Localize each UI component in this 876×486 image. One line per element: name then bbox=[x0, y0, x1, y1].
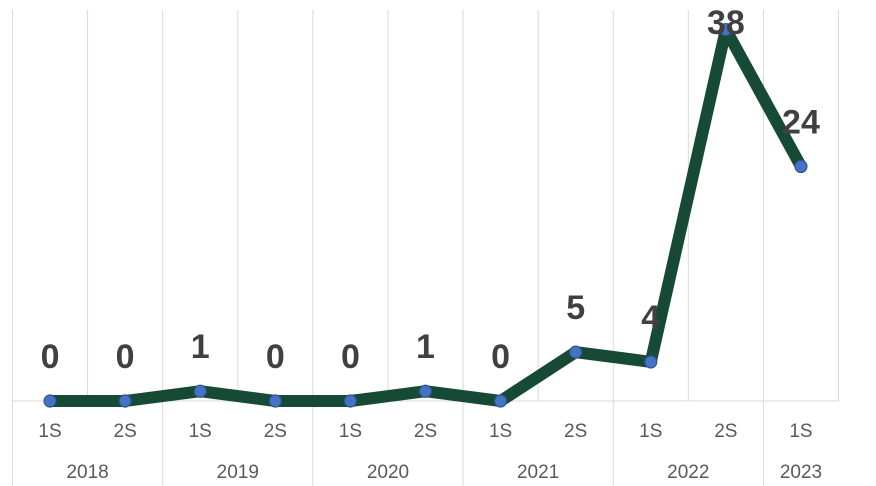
x-tick-label: 2S bbox=[564, 421, 587, 442]
marker bbox=[719, 22, 733, 37]
marker bbox=[193, 384, 207, 398]
x-tick-label: 2S bbox=[264, 421, 287, 442]
marker bbox=[43, 394, 57, 408]
group-label: 2023 bbox=[780, 462, 822, 483]
marker bbox=[569, 345, 583, 359]
marker bbox=[644, 355, 658, 369]
group-label: 2018 bbox=[66, 462, 108, 483]
x-tick-label: 1S bbox=[489, 421, 512, 442]
marker bbox=[418, 384, 433, 398]
group-label: 2022 bbox=[667, 462, 709, 483]
data-label: 1 bbox=[416, 328, 435, 366]
data-label: 0 bbox=[341, 338, 360, 376]
x-tick-label: 1S bbox=[38, 421, 61, 442]
group-label: 2019 bbox=[217, 462, 259, 483]
data-label: 1 bbox=[191, 328, 210, 366]
marker bbox=[343, 394, 358, 408]
marker bbox=[794, 159, 808, 173]
data-label: 24 bbox=[782, 103, 820, 141]
x-tick-label: 1S bbox=[339, 421, 362, 442]
x-tick-label: 1S bbox=[189, 421, 212, 442]
data-label: 4 bbox=[641, 299, 660, 337]
x-tick-label: 2S bbox=[414, 421, 437, 442]
group-label: 2020 bbox=[367, 462, 409, 483]
group-label: 2021 bbox=[517, 462, 559, 483]
marker bbox=[268, 394, 282, 408]
x-tick-label: 1S bbox=[789, 421, 812, 442]
data-label: 0 bbox=[491, 338, 510, 376]
x-tick-label: 2S bbox=[714, 421, 737, 442]
data-label: 38 bbox=[707, 4, 745, 42]
x-tick-label: 2S bbox=[114, 421, 137, 442]
data-label: 5 bbox=[566, 289, 585, 327]
data-label: 0 bbox=[116, 338, 135, 376]
marker bbox=[493, 394, 508, 408]
x-tick-label: 1S bbox=[639, 421, 662, 442]
data-label: 0 bbox=[266, 338, 285, 376]
marker bbox=[118, 394, 132, 408]
data-label: 0 bbox=[41, 338, 60, 376]
